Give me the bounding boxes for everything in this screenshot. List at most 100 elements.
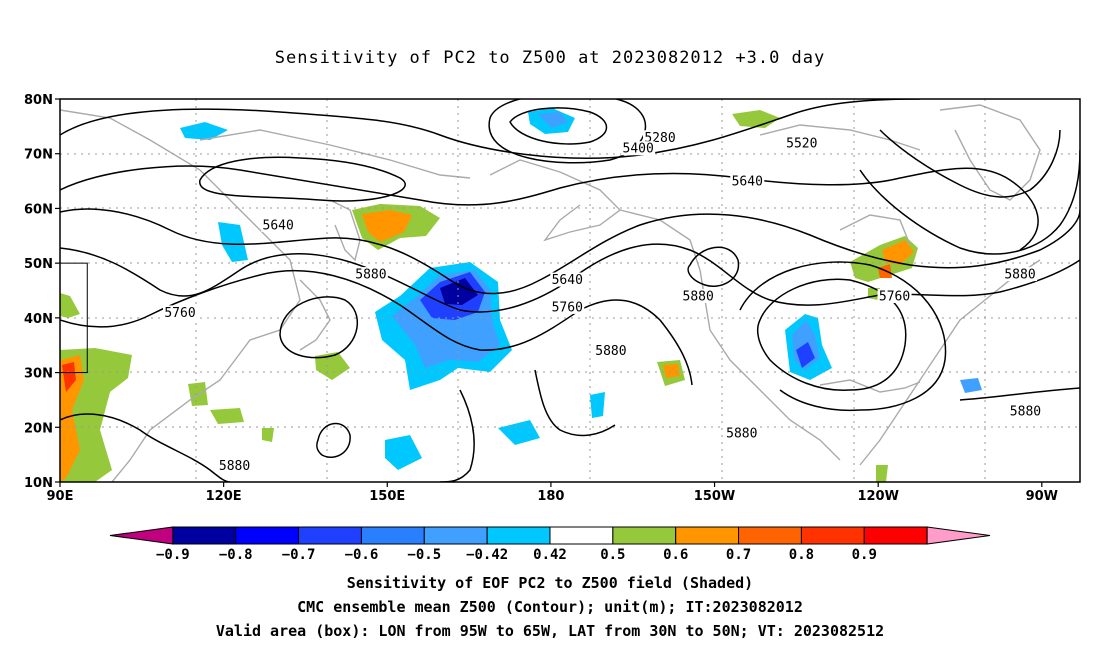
contour-label: 5880 (1004, 268, 1035, 283)
colorbar-label: 0.7 (726, 547, 751, 563)
contour-label: 5880 (355, 268, 386, 283)
contour-label-bg (784, 135, 819, 150)
lat-axis: 80N 70N 60N 50N 40N 30N 20N 10N (24, 93, 60, 491)
shade-hawaii-blue (498, 420, 540, 445)
contour-5280 (509, 107, 608, 145)
colorbar-label: −0.7 (282, 547, 316, 563)
shade-japan-green (315, 352, 350, 380)
contour-5880-nam (757, 278, 907, 391)
shade-kamchatka-orange (362, 210, 412, 242)
colorbar-segment (612, 526, 677, 545)
contour-label-bg (550, 272, 585, 287)
shade-india-red (62, 362, 76, 392)
contour-5880-sw (60, 413, 231, 482)
colorbar-segment (360, 526, 425, 545)
shade-arctic-blue (180, 122, 228, 140)
shade-philippines-green (210, 408, 244, 424)
colorbar-label: −0.42 (466, 547, 508, 563)
lat-tick-label: 40N (24, 312, 53, 327)
contour-label-bg (550, 299, 585, 314)
shade-west-edge-green (60, 293, 80, 318)
colorbar-label: 0.5 (600, 547, 625, 563)
coast-asia-east (60, 109, 301, 482)
lat-tick-label: 60N (24, 202, 53, 217)
shade-asia-blue (218, 222, 248, 262)
colorbar-segment (298, 526, 362, 545)
contour-5880-west (60, 269, 693, 386)
contour-5640-upper (60, 165, 1039, 251)
coast-japan (299, 279, 331, 351)
valid-area-box (60, 262, 88, 374)
contour-label-bg (163, 305, 197, 320)
colorbar-label: 0.42 (533, 547, 567, 563)
contour-label: 5880 (595, 344, 626, 359)
coast-kamchatka (329, 199, 361, 262)
caption-line-2: CMC ensemble mean Z500 (Contour); unit(m… (297, 598, 803, 616)
shade-nam-neg-dark (796, 342, 815, 368)
contour-label: 5880 (219, 459, 250, 474)
lat-tick-label: 50N (24, 257, 53, 272)
coast-nam-east (859, 259, 1041, 466)
contour-5760-north (687, 246, 740, 287)
colorbar-label: 0.9 (852, 547, 877, 563)
lat-tick-label: 30N (24, 367, 53, 382)
contour-labels: 5280540055205640540056405520588056405880… (163, 130, 1043, 474)
shade-pacific-south-blue (385, 435, 422, 470)
shade-atlantic-blue (960, 378, 982, 393)
contour-label-bg (621, 141, 656, 156)
map-frame (59, 98, 1081, 483)
lon-tick-label: 90W (1026, 489, 1058, 504)
coast-siberia-north (199, 129, 471, 179)
shade-china-green (262, 428, 274, 442)
contour-label-bg (730, 174, 765, 189)
contour-label: 5880 (1010, 404, 1041, 419)
colorbar-segment (926, 526, 991, 545)
colorbar: −0.9 −0.8 −0.7 −0.6 −0.5 −0.42 0.42 0.5 0.6 0.7 0.… (109, 526, 991, 563)
colorbar-label: −0.9 (156, 547, 190, 563)
contour-label: 5880 (683, 289, 714, 304)
contour-5880-atlantic (959, 387, 1080, 401)
contour-label: 5760 (879, 289, 910, 304)
shade-caribbean (876, 465, 888, 482)
colorbar-segment (423, 526, 488, 545)
contour-label-bg (261, 217, 296, 232)
contour-label: 5760 (164, 306, 195, 321)
contour-label-bg (724, 425, 759, 440)
contour-5880-small (316, 422, 351, 458)
contour-label-bg (593, 343, 628, 358)
colorbar-label: 0.6 (663, 547, 688, 563)
contour-5640-lower (60, 208, 1080, 295)
contour-label-bg (217, 458, 252, 473)
contour-label: 5640 (552, 273, 583, 288)
contour-label-bg (681, 288, 716, 303)
contour-label-bg (643, 130, 677, 145)
colorbar-segment (235, 526, 300, 545)
contour-label: 5400 (623, 142, 654, 157)
contour-label-bg (353, 267, 388, 282)
lat-tick-label: 10N (24, 476, 53, 491)
sensitivity-shading (60, 108, 982, 482)
shade-pacific-core (440, 278, 478, 305)
coast-arctic-islands (759, 124, 921, 151)
contour-5400-east (879, 129, 1061, 198)
contour-label: 5760 (552, 300, 583, 315)
figure-title: Sensitivity of PC2 to Z500 at 2023082012… (274, 48, 826, 68)
shade-subtrop-orange (663, 364, 680, 378)
contour-label: 5880 (726, 426, 757, 441)
lat-tick-label: 20N (24, 421, 53, 436)
lat-tick-label: 70N (24, 148, 53, 163)
colorbar-segment (172, 526, 237, 545)
colorbar-segment (800, 526, 865, 545)
contour-5880-japan (279, 296, 359, 359)
coastlines (60, 104, 1041, 482)
lon-tick-label: 90E (47, 489, 74, 504)
caption-line-3: Valid area (box): LON from 95W to 65W, L… (215, 622, 885, 640)
contour-5520-east (859, 149, 1080, 255)
shade-mid-blue (590, 392, 605, 418)
lon-tick-label: 180 (537, 489, 564, 504)
contour-5880-south (439, 389, 475, 482)
lon-tick-label: 120W (857, 489, 898, 504)
shade-arctic-green (732, 110, 780, 128)
coast-greenland (939, 104, 1041, 201)
